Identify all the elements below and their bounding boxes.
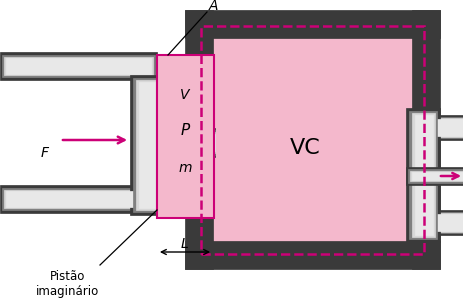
Bar: [6, 58, 150, 74]
Text: P: P: [180, 123, 189, 137]
Bar: [413, 213, 463, 232]
Bar: [161, 134, 214, 151]
Bar: [136, 80, 156, 210]
Bar: [156, 55, 213, 218]
Bar: [0, 52, 156, 80]
Bar: [4, 57, 153, 75]
Bar: [200, 26, 423, 254]
Bar: [414, 119, 463, 136]
Bar: [411, 10, 439, 269]
Bar: [0, 185, 156, 213]
Bar: [185, 10, 439, 38]
Bar: [414, 214, 463, 231]
Bar: [155, 128, 214, 157]
Text: F: F: [41, 146, 49, 160]
Bar: [411, 115, 463, 140]
Bar: [156, 55, 213, 218]
Bar: [413, 118, 463, 137]
Text: L: L: [181, 237, 188, 251]
Bar: [6, 191, 150, 207]
Bar: [185, 241, 439, 269]
Text: VC: VC: [289, 138, 319, 158]
Bar: [139, 82, 155, 208]
Bar: [412, 212, 463, 233]
Bar: [407, 169, 463, 183]
Bar: [412, 117, 463, 138]
Bar: [414, 115, 432, 235]
Bar: [2, 55, 155, 77]
Bar: [408, 111, 436, 239]
Bar: [130, 75, 162, 215]
Text: Pistão
imaginário: Pistão imaginário: [36, 270, 100, 298]
Bar: [411, 210, 463, 235]
Bar: [2, 188, 155, 210]
Bar: [4, 190, 153, 208]
Bar: [159, 132, 214, 153]
Bar: [156, 130, 214, 155]
Bar: [411, 172, 463, 180]
Bar: [133, 78, 159, 212]
Text: m: m: [178, 161, 191, 175]
Bar: [405, 167, 463, 185]
Text: V: V: [180, 88, 189, 102]
Bar: [411, 113, 434, 237]
Text: A: A: [208, 0, 217, 13]
Bar: [405, 108, 439, 242]
Bar: [409, 171, 463, 181]
Bar: [185, 10, 213, 269]
Bar: [191, 16, 433, 264]
